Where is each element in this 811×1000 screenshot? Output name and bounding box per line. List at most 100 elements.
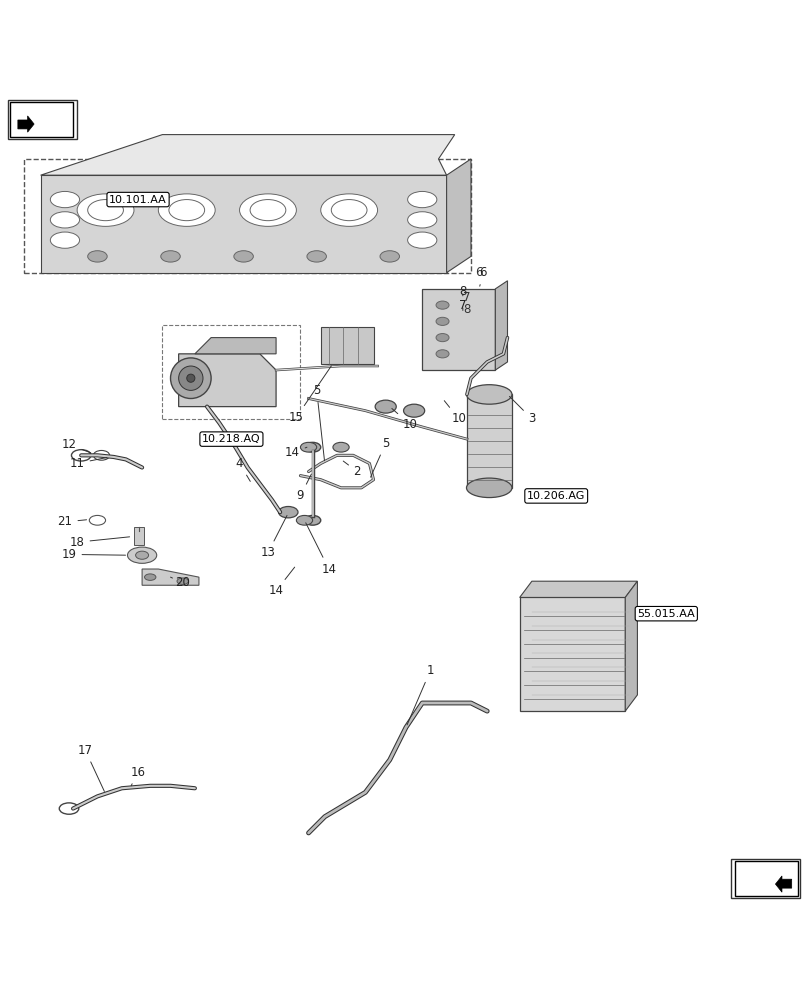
Text: 15: 15 xyxy=(289,366,331,424)
Bar xyxy=(162,325,300,419)
Text: 6: 6 xyxy=(474,266,483,279)
Text: 14: 14 xyxy=(306,523,336,576)
Text: 6: 6 xyxy=(478,266,487,286)
Text: 9: 9 xyxy=(296,474,311,502)
Ellipse shape xyxy=(331,200,367,221)
Text: 10: 10 xyxy=(392,408,417,431)
Text: 55.015.AA: 55.015.AA xyxy=(637,609,694,619)
Ellipse shape xyxy=(169,200,204,221)
Text: 10.218.AQ: 10.218.AQ xyxy=(202,434,260,444)
Ellipse shape xyxy=(177,578,188,584)
Ellipse shape xyxy=(403,404,424,417)
Text: 1: 1 xyxy=(406,664,434,725)
Ellipse shape xyxy=(89,515,105,525)
Ellipse shape xyxy=(300,442,316,452)
Text: 10.101.AA: 10.101.AA xyxy=(109,195,167,205)
Text: 3: 3 xyxy=(508,396,535,425)
Ellipse shape xyxy=(407,212,436,228)
Polygon shape xyxy=(466,394,511,488)
Ellipse shape xyxy=(466,478,511,498)
Text: 4: 4 xyxy=(235,457,250,481)
Bar xyxy=(519,597,624,711)
Polygon shape xyxy=(41,175,446,273)
Ellipse shape xyxy=(436,317,448,325)
Polygon shape xyxy=(746,867,791,894)
Ellipse shape xyxy=(158,194,215,226)
Text: 2: 2 xyxy=(343,461,361,478)
Ellipse shape xyxy=(304,515,320,525)
Ellipse shape xyxy=(144,574,156,580)
Ellipse shape xyxy=(320,194,377,226)
Bar xyxy=(734,861,797,896)
Ellipse shape xyxy=(296,515,312,525)
Ellipse shape xyxy=(380,251,399,262)
Text: 11: 11 xyxy=(70,457,107,470)
Ellipse shape xyxy=(234,251,253,262)
Ellipse shape xyxy=(307,251,326,262)
Ellipse shape xyxy=(239,194,296,226)
Text: 16: 16 xyxy=(131,766,145,786)
Ellipse shape xyxy=(135,551,148,559)
Text: 7: 7 xyxy=(458,299,466,312)
Ellipse shape xyxy=(436,301,448,309)
Ellipse shape xyxy=(187,374,195,382)
Bar xyxy=(24,159,470,273)
Polygon shape xyxy=(624,581,637,711)
Text: 10: 10 xyxy=(444,401,466,425)
Ellipse shape xyxy=(250,200,285,221)
Polygon shape xyxy=(519,581,637,597)
Ellipse shape xyxy=(466,385,511,404)
Ellipse shape xyxy=(59,803,79,814)
Text: 8: 8 xyxy=(458,285,466,298)
Ellipse shape xyxy=(50,212,79,228)
Ellipse shape xyxy=(161,251,180,262)
Polygon shape xyxy=(41,135,454,175)
Text: 5: 5 xyxy=(370,437,389,477)
Text: 12: 12 xyxy=(62,438,91,453)
Ellipse shape xyxy=(127,547,157,563)
Ellipse shape xyxy=(178,366,203,390)
Ellipse shape xyxy=(88,200,123,221)
Polygon shape xyxy=(775,876,791,892)
Ellipse shape xyxy=(407,232,436,248)
Text: 10.206.AG: 10.206.AG xyxy=(526,491,585,501)
Ellipse shape xyxy=(50,191,79,208)
Polygon shape xyxy=(495,281,507,370)
Bar xyxy=(10,102,73,137)
Polygon shape xyxy=(18,116,34,132)
Ellipse shape xyxy=(50,232,79,248)
Ellipse shape xyxy=(375,400,396,413)
Bar xyxy=(320,327,373,364)
Bar xyxy=(134,527,144,545)
Text: 8: 8 xyxy=(462,303,470,316)
Ellipse shape xyxy=(71,450,91,461)
Bar xyxy=(730,859,799,898)
Polygon shape xyxy=(446,159,470,273)
Text: 7: 7 xyxy=(462,291,470,304)
Text: 20: 20 xyxy=(170,576,190,589)
Text: 18: 18 xyxy=(70,536,130,549)
Polygon shape xyxy=(195,338,276,354)
Ellipse shape xyxy=(93,450,109,460)
Polygon shape xyxy=(142,569,199,585)
Ellipse shape xyxy=(436,350,448,358)
Ellipse shape xyxy=(170,358,211,398)
Ellipse shape xyxy=(278,506,298,518)
Ellipse shape xyxy=(407,191,436,208)
Text: 14: 14 xyxy=(285,446,307,459)
Ellipse shape xyxy=(77,194,134,226)
Text: 21: 21 xyxy=(58,515,87,528)
Polygon shape xyxy=(20,109,61,133)
Text: 13: 13 xyxy=(260,515,286,559)
Text: 19: 19 xyxy=(62,548,126,561)
Bar xyxy=(422,289,495,370)
Text: 14: 14 xyxy=(268,567,294,597)
Ellipse shape xyxy=(304,442,320,452)
Bar xyxy=(8,100,77,139)
Polygon shape xyxy=(178,354,276,407)
Ellipse shape xyxy=(333,442,349,452)
Text: 5: 5 xyxy=(312,384,324,461)
Ellipse shape xyxy=(88,251,107,262)
Ellipse shape xyxy=(436,334,448,342)
Text: 17: 17 xyxy=(78,744,105,791)
